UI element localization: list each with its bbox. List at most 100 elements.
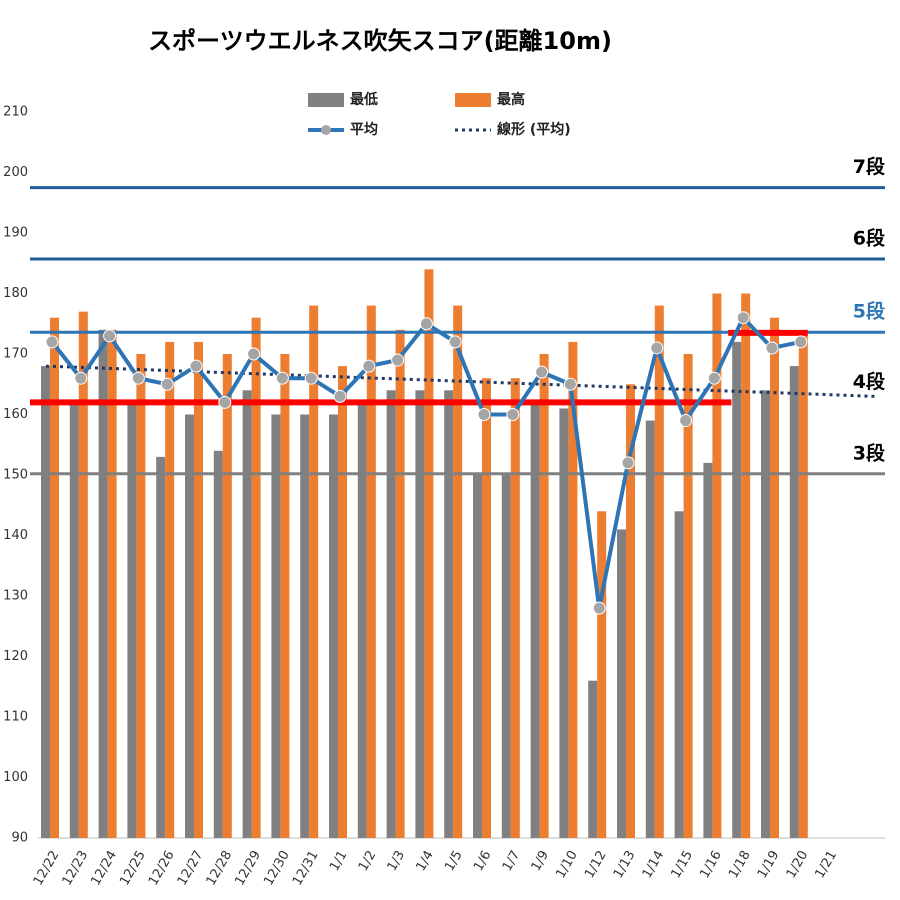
bar [501,475,511,838]
bar [242,390,252,838]
bar [127,402,137,838]
average-marker [247,347,261,361]
bar [453,305,463,839]
bar [156,456,166,838]
x-tick-label: 1/1 [327,848,350,874]
x-tick-label: 12/22 [31,848,63,888]
legend-label: 最高 [497,91,525,108]
y-tick-label: 210 [3,105,28,120]
y-tick-label: 110 [3,710,28,725]
bar [309,305,319,839]
y-tick-label: 100 [3,770,28,785]
x-tick-label: 12/23 [60,848,92,888]
average-marker [275,371,289,385]
bar [78,311,88,838]
x-tick-label: 12/25 [117,848,149,888]
bar [41,366,50,838]
x-tick-label: 1/7 [500,848,523,874]
bar [357,402,367,838]
average-marker [391,353,405,367]
y-tick-label: 120 [3,649,28,664]
legend-label: 線形 (平均) [497,121,571,138]
bar [338,366,347,838]
average-marker [45,335,59,349]
x-tick-label: 1/4 [413,848,436,874]
average-marker [362,359,376,373]
legend-label: 平均 [350,121,378,138]
bar [271,414,281,838]
bar [424,269,434,838]
bar [386,390,396,838]
bar [530,402,540,838]
y-tick-label: 180 [3,286,28,301]
y-tick-label: 190 [3,226,28,241]
average-marker [419,317,433,331]
bar [444,390,454,838]
x-tick-label: 1/2 [356,848,379,874]
average-marker [333,389,347,403]
bar [626,384,635,838]
bar [366,305,376,839]
x-tick-label: 12/24 [88,848,120,888]
average-marker [736,311,750,325]
x-tick-label: 12/29 [232,848,264,888]
bar [732,341,742,838]
bar [568,341,578,838]
average-marker [707,371,721,385]
x-tick-label: 12/31 [290,848,322,888]
average-marker [650,341,664,355]
bar [645,420,655,838]
average-marker [563,377,577,391]
x-tick-label: 1/19 [755,848,783,881]
bar [683,354,693,838]
trend-line [45,364,876,398]
bar [539,354,549,838]
bar [213,450,223,838]
bar [136,354,146,838]
bar [654,305,664,839]
bar [251,317,261,838]
average-marker [477,408,491,421]
x-tick-label: 1/16 [697,848,725,881]
bar [703,462,713,838]
average-marker [74,371,88,385]
average-marker [218,395,232,409]
bar [185,414,194,838]
bar [473,475,482,838]
average-marker [679,414,693,428]
bar [300,414,310,838]
x-tick-label: 1/5 [442,848,465,874]
x-tick-label: 12/27 [175,848,207,888]
x-tick-label: 1/6 [471,848,494,874]
average-marker [794,335,808,349]
bar [98,329,108,838]
average-marker [189,359,203,373]
average-marker [103,329,117,343]
x-tick-label: 12/28 [204,848,236,888]
bar [617,529,626,838]
bar [329,414,338,838]
average-marker [506,408,520,421]
x-tick-label: 1/12 [582,848,610,881]
average-marker [304,371,318,385]
x-tick-label: 1/15 [669,848,697,881]
bar [69,402,79,838]
average-marker [535,365,549,379]
x-tick-label: 1/10 [553,848,581,881]
reference-label: 7段 [853,155,886,178]
chart-title: スポーツウエルネス吹矢スコア(距離10m) [148,27,612,55]
bar [510,378,520,838]
y-tick-label: 150 [3,468,28,483]
reference-label: 5段 [853,300,886,323]
x-tick-label: 1/3 [385,848,408,874]
bar [789,366,799,838]
legend-swatch [308,93,344,107]
bar [280,354,290,838]
bar [712,293,722,838]
legend-swatch [321,125,331,135]
bar [770,317,779,838]
bar [50,317,59,838]
average-marker [621,456,635,470]
reference-label: 3段 [853,441,886,464]
